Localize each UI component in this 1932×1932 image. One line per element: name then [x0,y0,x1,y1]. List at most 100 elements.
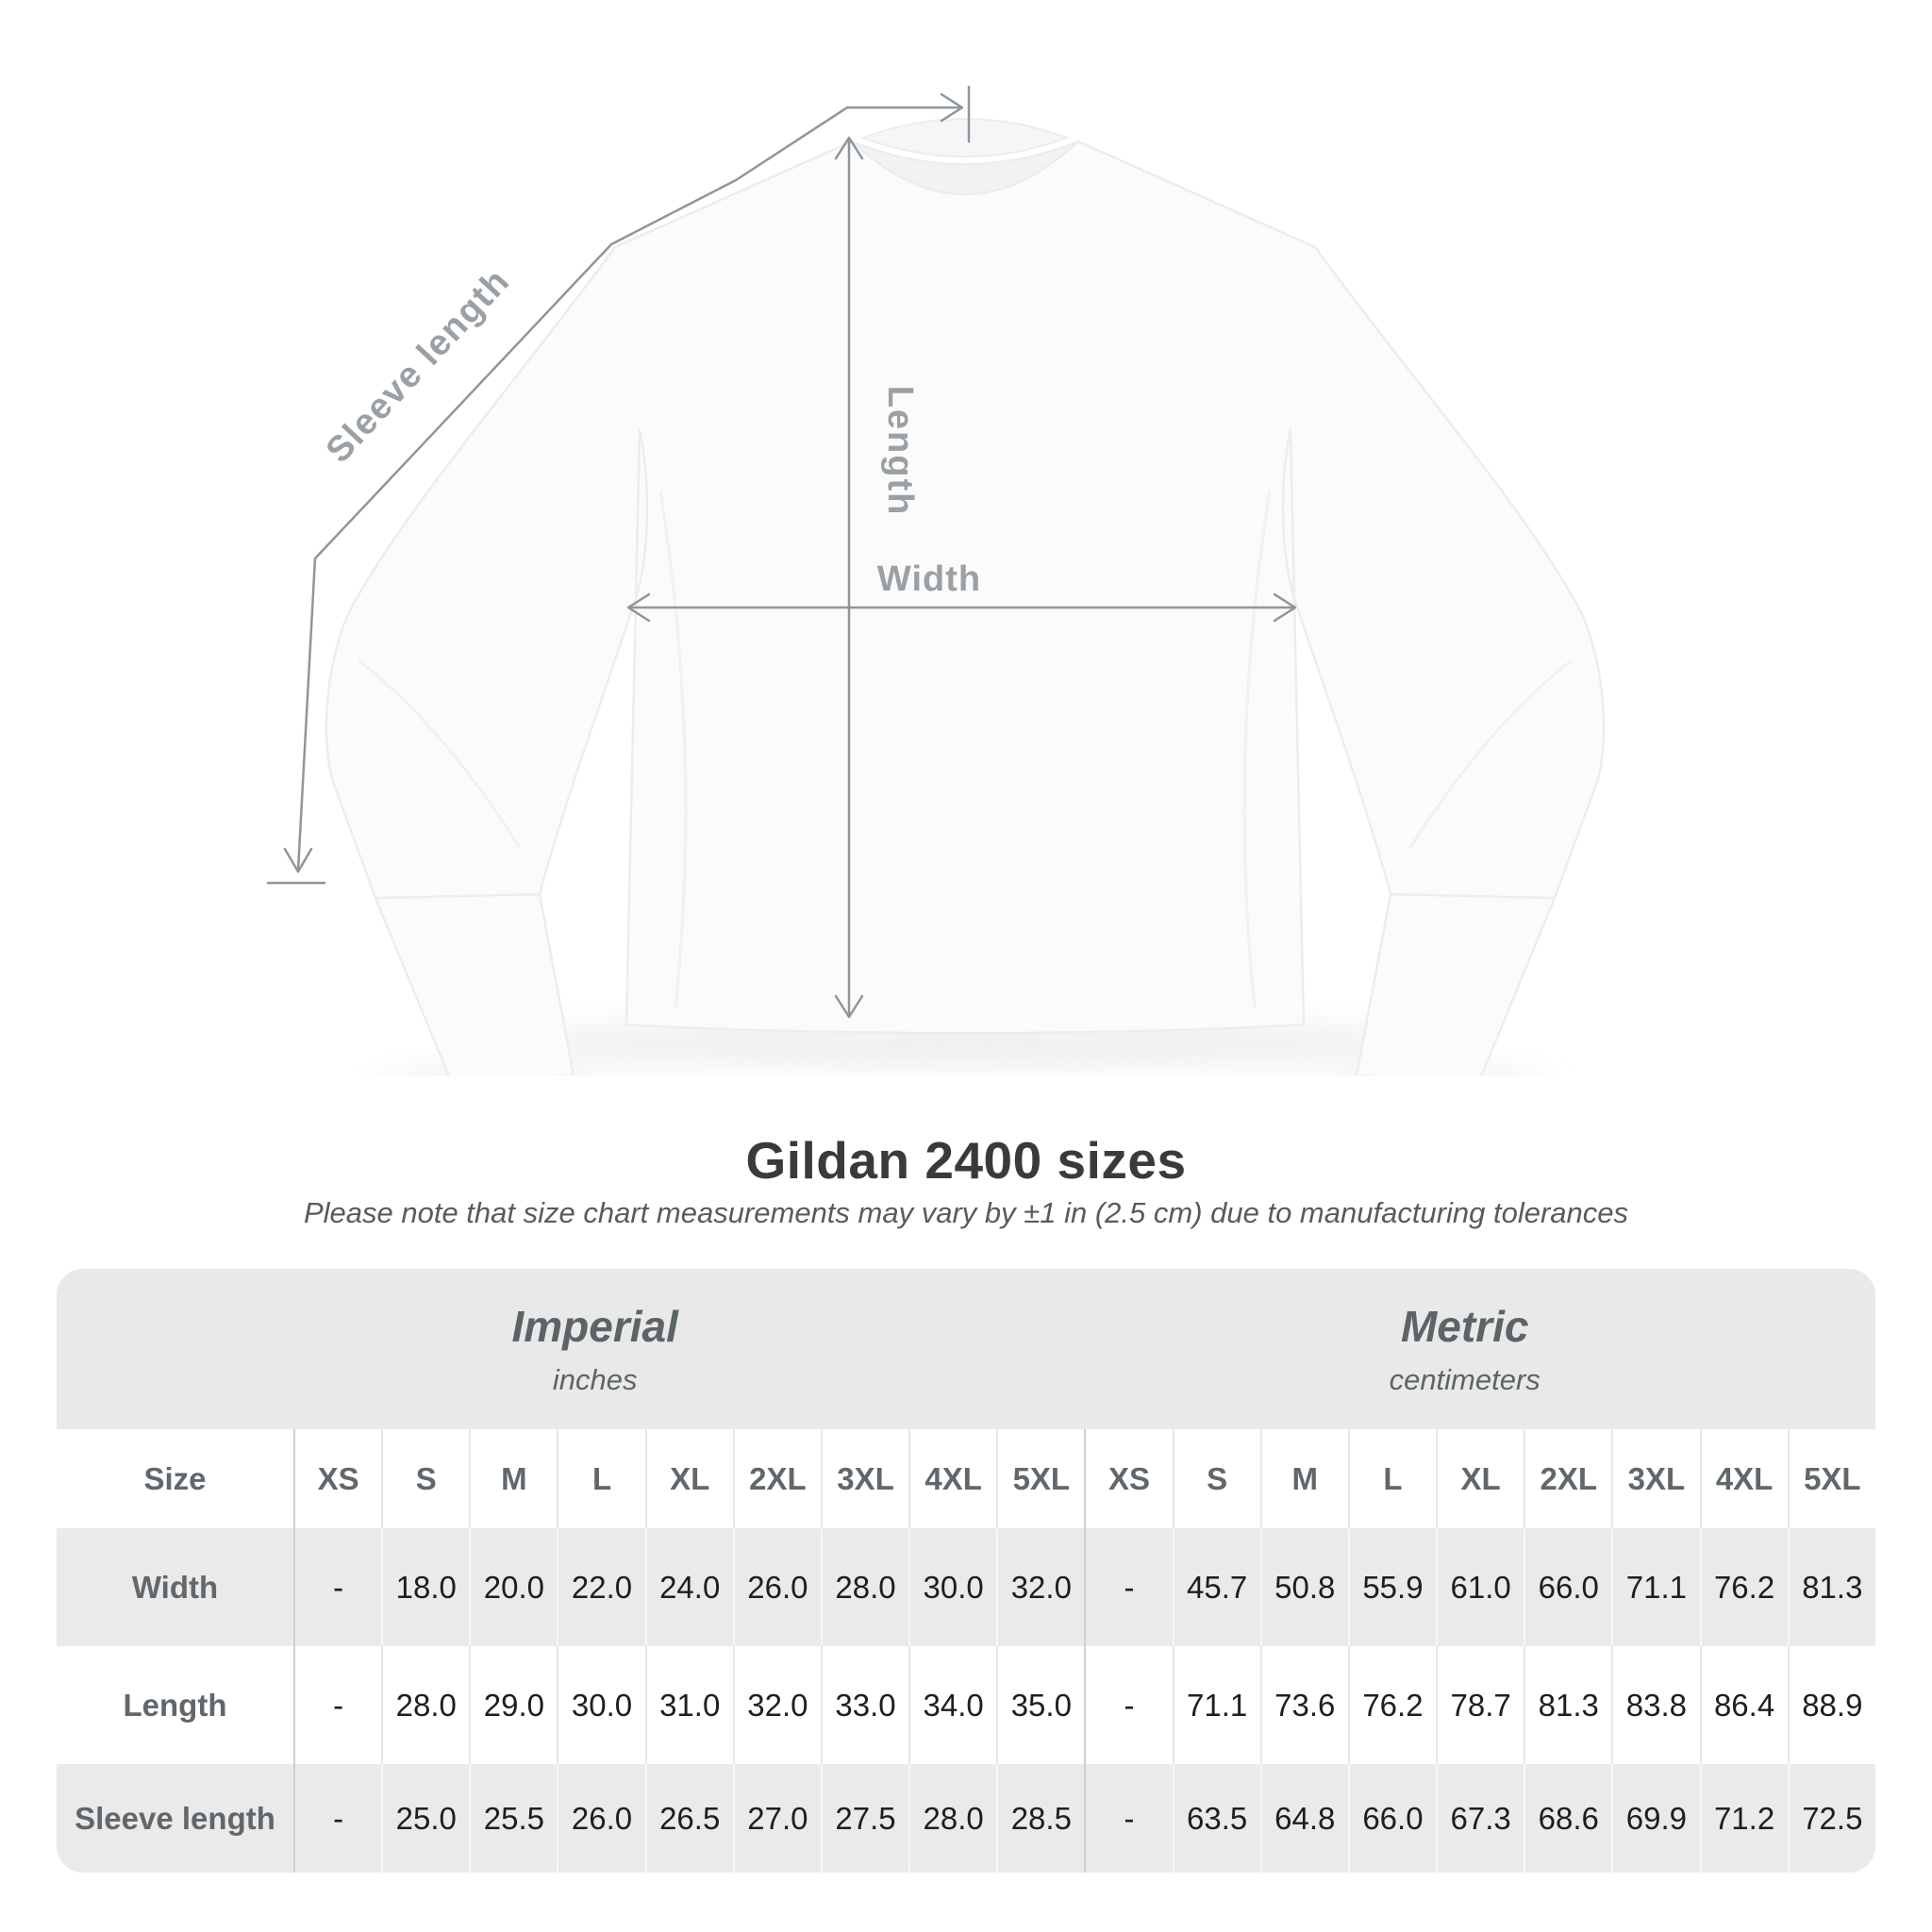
table-cell: 28.0 [908,1764,997,1873]
width-right-arrowhead [1273,592,1297,623]
size-header: 2XL [1524,1429,1612,1528]
table-cell: 20.0 [469,1528,558,1646]
table-cell: 45.7 [1172,1528,1260,1646]
size-header: M [1259,1429,1348,1528]
table-cell: 34.0 [908,1646,997,1764]
shirt-measurement-diagram: Sleeve length Length Width [266,85,1606,1075]
measurement-lines [266,85,1297,1019]
table-cell: 78.7 [1436,1646,1524,1764]
table-cell: 50.8 [1259,1528,1348,1646]
shirt-shadow [475,1019,1456,1068]
table-cell: - [1084,1646,1173,1764]
size-header-row: Size XS S M L XL 2XL 3XL 4XL 5XL XS S M … [57,1429,1875,1528]
size-header: XL [1436,1429,1524,1528]
unit-group-header-row: Imperial inches Metric centimeters [57,1269,1875,1429]
table-cell: 28.0 [820,1528,909,1646]
table-corner-cell [57,1269,293,1429]
table-row-sleeve-length: Sleeve length - 25.0 25.5 26.0 26.5 27.0… [57,1764,1875,1873]
size-header: L [1347,1429,1437,1528]
table-cell: 72.5 [1787,1764,1875,1873]
cuff-seams [375,892,1556,900]
size-table: Imperial inches Metric centimeters Size … [57,1269,1875,1873]
table-cell: 24.0 [644,1528,733,1646]
size-header: 5XL [996,1429,1085,1528]
size-header: XS [1084,1429,1173,1528]
table-cell: 66.0 [1347,1764,1437,1873]
table-row-length: Length - 28.0 29.0 30.0 31.0 32.0 33.0 3… [57,1646,1875,1764]
size-header: 4XL [908,1429,997,1528]
metric-label: Metric [1400,1302,1529,1351]
size-header: 5XL [1787,1429,1875,1528]
collar-band [851,141,1079,195]
table-cell: - [1084,1528,1173,1646]
table-cell: - [1084,1764,1173,1873]
table-cell: 18.0 [381,1528,470,1646]
table-cell: 83.8 [1611,1646,1700,1764]
table-cell: 32.0 [732,1646,821,1764]
sleeve-length-line [296,106,849,872]
table-cell: 69.9 [1611,1764,1700,1873]
table-cell: 30.0 [908,1528,997,1646]
table-cell: 73.6 [1259,1646,1348,1764]
table-cell: - [293,1528,382,1646]
table-cell: 27.0 [732,1764,821,1873]
table-cell: 27.5 [820,1764,909,1873]
size-header: 2XL [732,1429,821,1528]
table-cell: 22.0 [557,1528,645,1646]
table-cell: 63.5 [1172,1764,1260,1873]
table-cell: 76.2 [1347,1646,1437,1764]
length-down-arrowhead [834,994,864,1019]
table-cell: 81.3 [1787,1528,1875,1646]
length-up-arrowhead [834,136,864,160]
imperial-group-header: Imperial inches [293,1269,1085,1429]
table-cell: 29.0 [469,1646,558,1764]
table-cell: - [293,1646,382,1764]
table-cell: 76.2 [1699,1528,1788,1646]
size-header: XS [293,1429,382,1528]
table-cell: 35.0 [996,1646,1085,1764]
table-cell: 66.0 [1524,1528,1612,1646]
size-header: S [381,1429,470,1528]
size-column-header: Size [57,1429,293,1528]
imperial-label: Imperial [511,1302,678,1351]
metric-group-header: Metric centimeters [1084,1269,1875,1429]
size-header: 3XL [820,1429,909,1528]
table-cell: 28.5 [996,1764,1085,1873]
table-cell: 55.9 [1347,1528,1437,1646]
size-header: M [469,1429,558,1528]
size-header: S [1172,1429,1260,1528]
table-row-width: Width - 18.0 20.0 22.0 24.0 26.0 28.0 30… [57,1528,1875,1646]
fabric-creases [358,490,1573,1008]
row-label: Length [57,1646,293,1764]
page-title: Gildan 2400 sizes [745,1131,1187,1190]
table-cell: 88.9 [1787,1646,1875,1764]
table-cell: 68.6 [1524,1764,1612,1873]
sleeve-top-arrowhead [940,92,964,123]
sleeve-end-arrowhead [283,847,313,874]
table-cell: 30.0 [557,1646,645,1764]
table-cell: 26.0 [732,1528,821,1646]
table-cell: 25.5 [469,1764,558,1873]
table-cell: 64.8 [1259,1764,1348,1873]
tolerance-note: Please note that size chart measurements… [303,1196,1629,1229]
table-cell: 31.0 [644,1646,733,1764]
width-label: Width [877,559,981,599]
back-collar [860,118,1070,158]
length-label: Length [880,386,920,517]
table-cell: 86.4 [1699,1646,1788,1764]
table-cell: 81.3 [1524,1646,1612,1764]
table-cell: 25.0 [381,1764,470,1873]
table-cell: 67.3 [1436,1764,1524,1873]
size-header: XL [644,1429,733,1528]
table-cell: 71.2 [1699,1764,1788,1873]
table-cell: 33.0 [820,1646,909,1764]
metric-unit-label: centimeters [1389,1363,1541,1396]
width-left-arrowhead [626,592,651,623]
row-label: Sleeve length [57,1764,293,1873]
table-cell: 26.5 [644,1764,733,1873]
table-cell: 28.0 [381,1646,470,1764]
table-cell: 61.0 [1436,1528,1524,1646]
table-cell: 32.0 [996,1528,1085,1646]
size-header: L [557,1429,645,1528]
